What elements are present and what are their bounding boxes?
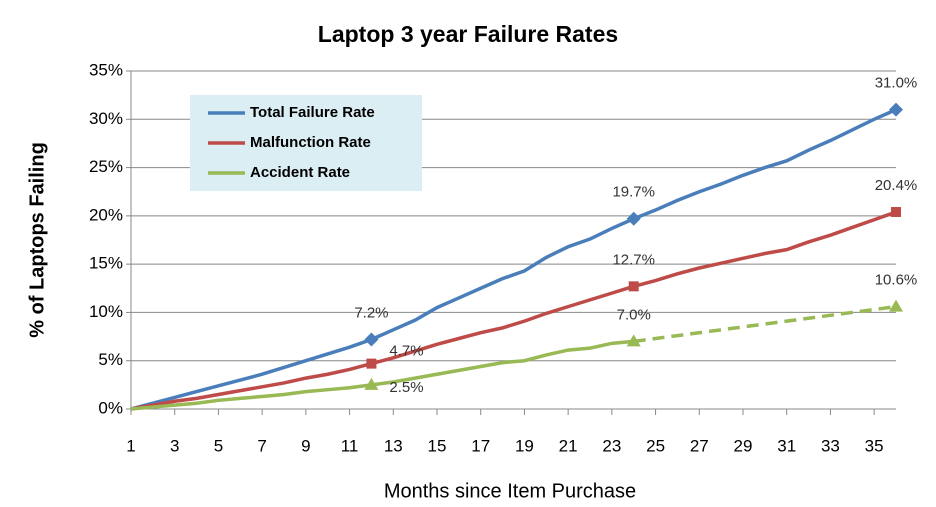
y-tick-label: 10% (89, 302, 123, 321)
x-tick-label: 31 (777, 436, 796, 455)
x-tick-label: 23 (602, 436, 621, 455)
line (130, 108, 897, 411)
legend-label: Total Failure Rate (250, 104, 375, 121)
line-dashed (633, 304, 897, 344)
y-tick-label: 25% (89, 157, 123, 176)
y-tick-label: 5% (98, 350, 123, 369)
x-tick-label: 11 (341, 436, 359, 455)
data-label: 20.4% (875, 177, 918, 194)
marker (889, 102, 903, 117)
marker (891, 206, 901, 217)
x-tick-label: 15 (428, 436, 447, 455)
x-tick-label: 17 (471, 436, 490, 455)
line (130, 210, 897, 411)
data-label: 19.7% (612, 184, 655, 201)
marker (366, 358, 377, 369)
y-axis-label: % of Laptops Failing (26, 142, 48, 338)
x-tick-label: 27 (690, 436, 709, 455)
x-tick-label: 3 (170, 436, 179, 455)
y-tick-label: 0% (98, 398, 123, 417)
x-tick-label: 33 (821, 436, 840, 455)
chart-title: Laptop 3 year Failure Rates (318, 21, 618, 47)
x-axis-label: Months since Item Purchase (384, 480, 636, 502)
y-tick-label: 15% (89, 254, 123, 273)
legend-label: Accident Rate (250, 164, 350, 181)
x-tick-label: 29 (734, 436, 753, 455)
marker (889, 299, 903, 312)
x-tick-label: 7 (257, 436, 266, 455)
data-label: 31.0% (875, 75, 918, 92)
y-tick-label: 20% (89, 205, 123, 224)
marker (628, 281, 639, 292)
data-label: 2.5% (389, 379, 423, 396)
x-tick-label: 9 (301, 436, 310, 455)
y-tick-label: 35% (89, 60, 123, 79)
data-label: 7.0% (617, 306, 651, 323)
x-tick-label: 19 (515, 436, 534, 455)
x-tick-label: 5 (214, 436, 223, 455)
data-label: 12.7% (612, 251, 655, 268)
data-label: 7.2% (354, 304, 388, 321)
data-label: 10.6% (875, 272, 918, 289)
y-tick-label: 30% (89, 109, 123, 128)
x-tick-label: 1 (126, 436, 135, 455)
marker (626, 334, 641, 347)
line (130, 339, 634, 411)
legend-label: Malfunction Rate (250, 134, 371, 151)
data-label: 4.7% (389, 343, 423, 360)
x-tick-label: 25 (646, 436, 665, 455)
x-tick-label: 13 (384, 436, 403, 455)
x-tick-label: 21 (559, 436, 578, 455)
x-tick-label: 35 (865, 436, 884, 455)
marker (364, 377, 379, 390)
marker (626, 211, 641, 226)
marker (364, 332, 379, 347)
